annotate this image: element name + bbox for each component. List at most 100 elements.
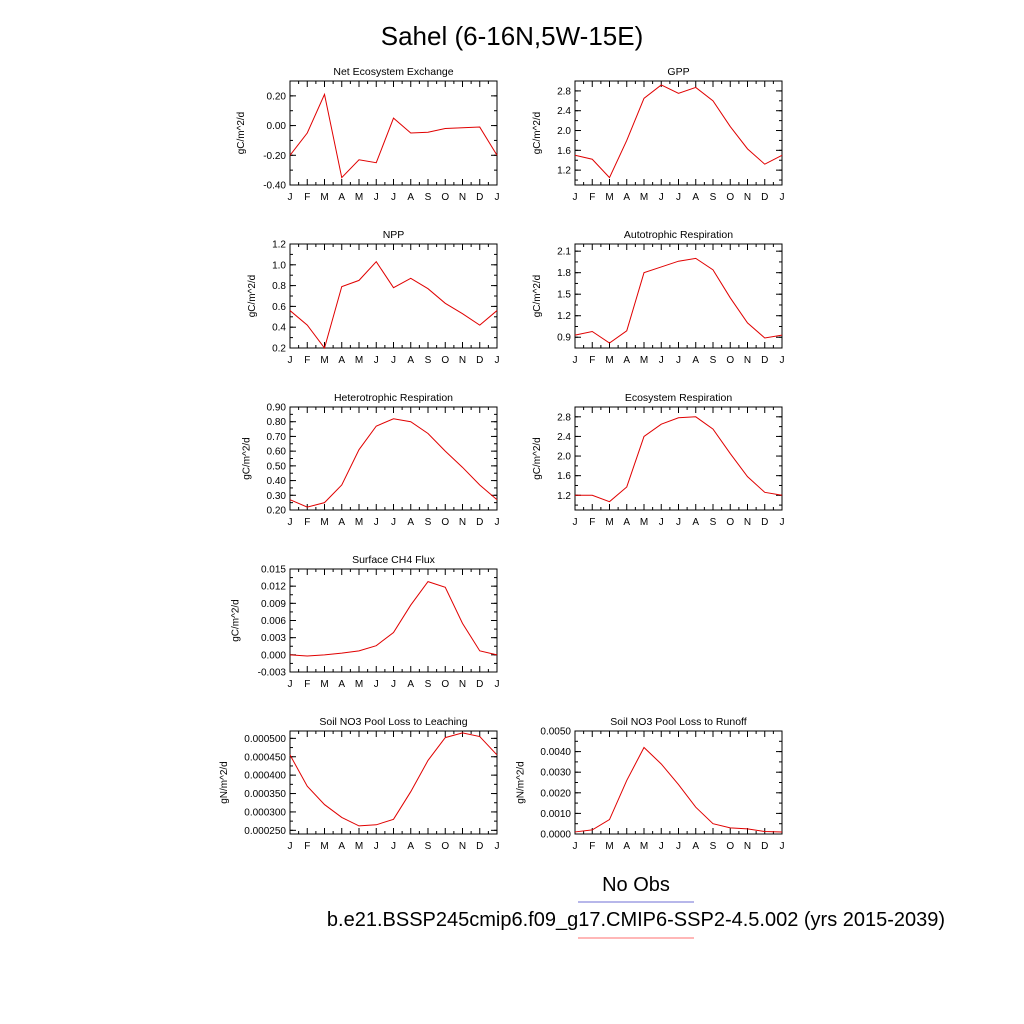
y-tick-label: 1.2: [557, 166, 571, 177]
y-tick-label: 0.0030: [540, 768, 571, 779]
x-tick-label: J: [374, 841, 379, 852]
y-tick-label: 1.6: [557, 471, 571, 482]
x-tick-label: F: [304, 355, 310, 366]
x-tick-label: A: [338, 841, 345, 852]
plot-frame: [574, 406, 783, 511]
x-tick-label: A: [692, 192, 699, 203]
x-tick-label: S: [425, 355, 432, 366]
panel-title: Surface CH4 Flux: [352, 554, 436, 566]
x-tick-label: J: [495, 517, 500, 528]
y-tick-label: 0.80: [267, 417, 287, 428]
panel-soil-no3-pool-loss-to-runoff: J F M A M J J A S O N D J0.00000.00100.00200.00300.0…: [515, 716, 784, 852]
x-tick-label: J: [495, 679, 500, 690]
x-tick-label: D: [761, 192, 768, 203]
x-tick-label: D: [476, 517, 483, 528]
panel-title: NPP: [383, 229, 405, 241]
y-tick-label: 0.00: [267, 121, 287, 132]
y-tick-label: 0.70: [267, 432, 287, 443]
x-tick-label: J: [676, 841, 681, 852]
x-tick-label: O: [441, 192, 449, 203]
x-tick-label: F: [589, 355, 595, 366]
x-tick-label: J: [495, 192, 500, 203]
x-tick-label: J: [573, 355, 578, 366]
y-tick-label: 0.000350: [244, 789, 286, 800]
y-axis-label: gN/m^2/d: [219, 761, 230, 804]
x-tick-label: N: [459, 192, 466, 203]
y-axis-label: gC/m^2/d: [532, 112, 543, 155]
series-line: [574, 746, 783, 833]
x-tick-label: A: [692, 355, 699, 366]
x-tick-label: A: [407, 517, 414, 528]
x-tick-label: S: [425, 192, 432, 203]
y-tick-label: 1.2: [557, 491, 571, 502]
x-tick-label: J: [659, 517, 664, 528]
y-tick-label: 1.5: [557, 290, 571, 301]
series-line: [289, 732, 498, 827]
y-tick-label: 0.20: [267, 506, 287, 517]
x-tick-label: M: [605, 517, 613, 528]
y-tick-label: 1.2: [272, 240, 286, 251]
x-tick-label: A: [407, 841, 414, 852]
y-tick-label: 0.8: [272, 281, 286, 292]
x-tick-label: F: [589, 192, 595, 203]
panel-title: Autotrophic Respiration: [624, 229, 733, 241]
x-tick-label: M: [355, 679, 363, 690]
y-axis-label: gN/m^2/d: [515, 761, 526, 804]
x-tick-label: M: [640, 841, 648, 852]
x-tick-label: F: [589, 517, 595, 528]
y-tick-label: 0.015: [261, 565, 286, 576]
y-tick-label: 0.4: [272, 323, 286, 334]
panel-title: GPP: [667, 66, 689, 78]
legend: No Obs b.e21.BSSP245cmip6.f09_g17.CMIP6-…: [327, 874, 945, 939]
y-tick-label: 0.0010: [540, 809, 571, 820]
x-tick-label: J: [676, 517, 681, 528]
x-tick-label: M: [605, 192, 613, 203]
x-tick-label: M: [320, 192, 328, 203]
x-tick-label: N: [459, 841, 466, 852]
x-tick-label: F: [304, 192, 310, 203]
y-tick-label: 0.012: [261, 582, 286, 593]
x-tick-label: A: [407, 679, 414, 690]
x-tick-label: S: [710, 355, 717, 366]
y-tick-label: 0.0040: [540, 747, 571, 758]
x-tick-label: N: [459, 517, 466, 528]
x-tick-label: O: [726, 517, 734, 528]
x-tick-label: J: [676, 192, 681, 203]
y-tick-label: 1.2: [557, 311, 571, 322]
x-tick-label: A: [692, 841, 699, 852]
y-tick-label: 2.0: [557, 126, 571, 137]
x-tick-label: J: [391, 841, 396, 852]
x-tick-label: J: [659, 841, 664, 852]
y-axis-label: gC/m^2/d: [532, 275, 543, 318]
panel-title: Heterotrophic Respiration: [334, 392, 453, 404]
y-tick-label: 2.8: [557, 86, 571, 97]
x-tick-label: J: [659, 355, 664, 366]
x-tick-label: A: [338, 517, 345, 528]
x-tick-label: A: [623, 192, 630, 203]
y-tick-label: 2.4: [557, 106, 571, 117]
x-tick-label: J: [659, 192, 664, 203]
x-tick-label: D: [476, 679, 483, 690]
x-tick-label: N: [744, 517, 751, 528]
x-tick-label: S: [710, 841, 717, 852]
y-tick-label: 0.000250: [244, 826, 286, 837]
x-tick-label: O: [441, 355, 449, 366]
x-tick-label: A: [623, 355, 630, 366]
x-tick-label: M: [320, 679, 328, 690]
x-tick-label: O: [441, 841, 449, 852]
series-line: [574, 84, 783, 179]
y-tick-label: 0.40: [267, 476, 287, 487]
x-tick-label: F: [304, 679, 310, 690]
x-tick-label: J: [288, 841, 293, 852]
x-tick-label: A: [692, 517, 699, 528]
x-tick-label: D: [476, 192, 483, 203]
y-tick-label: 2.0: [557, 452, 571, 463]
y-tick-label: 2.4: [557, 432, 571, 443]
y-tick-label: 0.20: [267, 91, 287, 102]
y-axis-label: gC/m^2/d: [230, 599, 241, 642]
y-tick-label: 0.009: [261, 599, 286, 610]
x-tick-label: D: [476, 841, 483, 852]
